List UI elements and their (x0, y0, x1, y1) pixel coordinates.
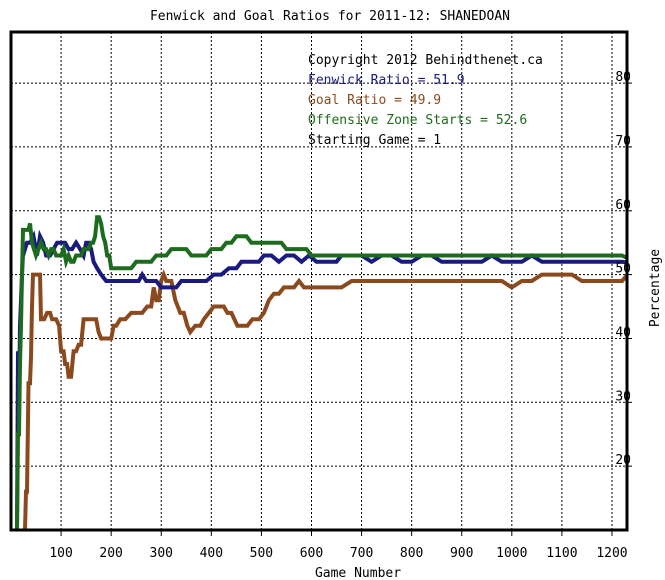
x-tick-label: 300 (150, 546, 173, 561)
fenwick-ratio-line (15, 229, 627, 530)
y-tick-label: 50 (615, 262, 631, 277)
x-tick-label: 900 (450, 546, 473, 561)
y-tick-label: 20 (615, 453, 631, 468)
x-tick-label: 100 (49, 546, 72, 561)
axis-ticks: 100 200 300 400 500 600 700 800 900 1000 1100 1200 2… (49, 70, 632, 561)
y-tick-label: 80 (615, 70, 631, 85)
x-tick-label: 1000 (496, 546, 527, 561)
legend-start: Starting Game = 1 (308, 133, 441, 148)
y-tick-label: 30 (615, 389, 631, 404)
x-axis-label: Game Number (315, 566, 401, 580)
legend-copyright: Copyright 2012 Behindthenet.ca (308, 53, 543, 68)
plot-frame (9, 30, 629, 532)
x-tick-label: 500 (250, 546, 273, 561)
x-tick-label: 200 (99, 546, 122, 561)
legend-fenwick: Fenwick Ratio = 51.9 (308, 73, 465, 88)
x-tick-label: 800 (400, 546, 423, 561)
legend-goal: Goal Ratio = 49.9 (308, 93, 441, 108)
x-tick-label: 1100 (546, 546, 577, 561)
series-lines (15, 215, 627, 530)
y-tick-label: 70 (615, 134, 631, 149)
y-axis-label: Percentage (648, 249, 663, 327)
x-tick-label: 600 (300, 546, 323, 561)
x-tick-label: 700 (350, 546, 373, 561)
legend-ozs: Offensive Zone Starts = 52.6 (308, 113, 527, 128)
goal-ratio-line (23, 269, 627, 530)
y-tick-label: 40 (615, 325, 631, 340)
x-tick-label: 400 (200, 546, 223, 561)
y-tick-label: 60 (615, 198, 631, 213)
chart-title: Fenwick and Goal Ratios for 2011-12: SHA… (150, 9, 510, 24)
offensive-zone-starts-line (15, 215, 627, 530)
x-tick-label: 1200 (596, 546, 627, 561)
legend: Copyright 2012 Behindthenet.ca Fenwick Ra… (308, 53, 543, 148)
